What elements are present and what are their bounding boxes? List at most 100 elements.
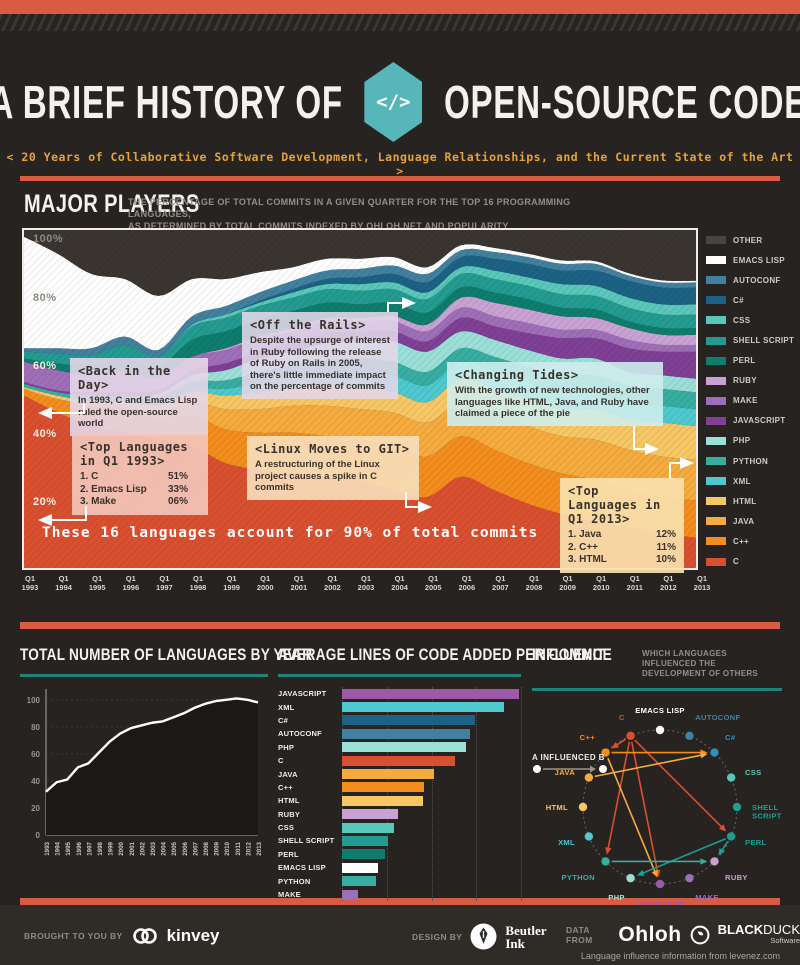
bar-fill (342, 688, 519, 699)
legend-label: JAVASCRIPT (733, 416, 786, 426)
bar-fill (342, 742, 467, 753)
svg-text:C: C (619, 713, 625, 722)
bar-label: C# (278, 715, 288, 725)
loc-per-commit-title: AVERAGE LINES OF CODE ADDED PER COMMIT (278, 645, 606, 664)
svg-text:2004: 2004 (161, 841, 168, 855)
y-tick-40: 40% (33, 428, 57, 440)
legend-swatch (706, 276, 726, 285)
svg-text:2001: 2001 (129, 841, 136, 855)
svg-text:2007: 2007 (192, 841, 199, 855)
bar-track (342, 862, 521, 873)
footer: BROUGHT TO YOU BY kinvey DESIGN BY Beutl… (0, 905, 800, 965)
bar-fill (342, 889, 358, 900)
bar-fill (342, 769, 435, 780)
svg-text:1998: 1998 (97, 841, 104, 855)
bar-row: HTML (278, 794, 521, 807)
bar-row: XML (278, 700, 521, 713)
svg-text:JAVA: JAVA (555, 768, 576, 777)
legend-label: SHELL SCRIPT (733, 336, 795, 346)
bar-fill (342, 822, 395, 833)
legend-label: HTML (733, 496, 757, 506)
svg-text:100: 100 (27, 696, 41, 705)
bar-row: CSS (278, 821, 521, 834)
bar-row: JAVASCRIPT (278, 687, 521, 700)
bar-fill (342, 849, 386, 860)
x-tick: Q1 1995 (88, 574, 106, 592)
bar-row: PYTHON (278, 874, 521, 887)
legend-item: RUBY (706, 371, 796, 391)
legend-label: PERL (733, 356, 756, 366)
annotation-back-in-the-day: <Back in the Day> In 1993, C and Emacs L… (70, 358, 208, 436)
bar-label: PYTHON (278, 876, 311, 886)
chart-footnote: These 16 languages account for 90% of to… (42, 525, 539, 541)
legend-item: PYTHON (706, 451, 796, 471)
bar-fill (342, 809, 398, 820)
legend-label: PYTHON (733, 456, 769, 466)
svg-text:2002: 2002 (139, 841, 146, 855)
legend-label: OTHER (733, 235, 763, 245)
legend-label: CSS (733, 315, 751, 325)
x-tick: Q1 2002 (324, 574, 341, 592)
svg-text:20: 20 (31, 804, 40, 813)
legend-item: HTML (706, 491, 796, 511)
legend-item: JAVA (706, 511, 796, 531)
svg-text:2009: 2009 (214, 841, 221, 855)
code-badge-icon: </> (364, 62, 423, 142)
legend-swatch (706, 236, 726, 245)
svg-text:C++: C++ (580, 733, 596, 742)
legend-label: XML (733, 476, 751, 486)
teal-rule (278, 674, 521, 677)
x-axis-labels: Q1 1993 Q1 1994 Q1 1995 Q1 1996 Q1 1997 Q1 1998 Q1 19… (22, 574, 711, 600)
influence-legend-arrow-icon (533, 765, 607, 773)
legend-label: PHP (733, 436, 751, 446)
svg-text:CSS: CSS (745, 768, 762, 777)
top-accent-bar (0, 0, 800, 14)
svg-text:1999: 1999 (108, 841, 115, 855)
bar-track (342, 728, 521, 739)
x-tick: Q1 1994 (55, 574, 72, 592)
bar-row: C# (278, 714, 521, 727)
x-tick: Q1 1998 (189, 574, 207, 592)
bar-row: C++ (278, 781, 521, 794)
bar-label: RUBY (278, 809, 301, 819)
bar-label: PHP (278, 742, 295, 752)
legend-label: AUTOCONF (733, 275, 781, 285)
x-tick: Q1 2011 (626, 574, 643, 592)
bar-track (342, 688, 521, 699)
x-tick: Q1 1999 (223, 574, 240, 592)
bar-track (342, 782, 521, 793)
x-tick: Q1 1993 (21, 574, 39, 592)
bar-track (342, 715, 521, 726)
x-tick: Q1 2003 (357, 574, 375, 592)
legend-swatch (706, 457, 726, 466)
legend-label: C++ (733, 536, 750, 546)
subtitle: < 20 Years of Collaborative Software Dev… (6, 150, 794, 178)
bar-track (342, 742, 521, 753)
legend-swatch (706, 256, 726, 265)
bar-track (342, 755, 521, 766)
title-right: OPEN-SOURCE CODE (444, 76, 800, 128)
bar-track (342, 822, 521, 833)
kinvey-logo-icon (132, 928, 157, 944)
legend-swatch (706, 436, 726, 445)
languages-by-year-title: TOTAL NUMBER OF LANGUAGES BY YEAR (20, 645, 313, 664)
svg-text:2008: 2008 (203, 841, 210, 855)
loc-per-commit-panel: AVERAGE LINES OF CODE ADDED PER COMMIT J… (278, 629, 605, 914)
bar-label: JAVASCRIPT (278, 689, 327, 699)
bar-fill (342, 755, 455, 766)
bar-row: SHELL SCRIPT (278, 834, 521, 847)
beutler-ink-logo-text: Beutler Ink (505, 922, 547, 951)
languages-by-year-panel: TOTAL NUMBER OF LANGUAGES BY YEAR 0 20 40 6… (20, 629, 312, 898)
teal-rule (20, 674, 268, 677)
legend-swatch (706, 316, 726, 325)
svg-text:2011: 2011 (235, 841, 242, 855)
influence-panel: INFLUENCE WHICH LANGUAGES INFLUENCED THE… (532, 629, 782, 909)
chart-legend: OTHER EMACS LISP AUTOCONF C# CSS SHELL SCRIPT… (706, 230, 796, 572)
legend-item: AUTOCONF (706, 270, 796, 290)
legend-item: C (706, 552, 796, 572)
bar-chart: JAVASCRIPT XML C# AUTOCONF PHP C JAVA C++ HTML RU… (278, 687, 528, 919)
svg-text:RUBY: RUBY (725, 873, 748, 882)
bar-label: XML (278, 702, 295, 712)
